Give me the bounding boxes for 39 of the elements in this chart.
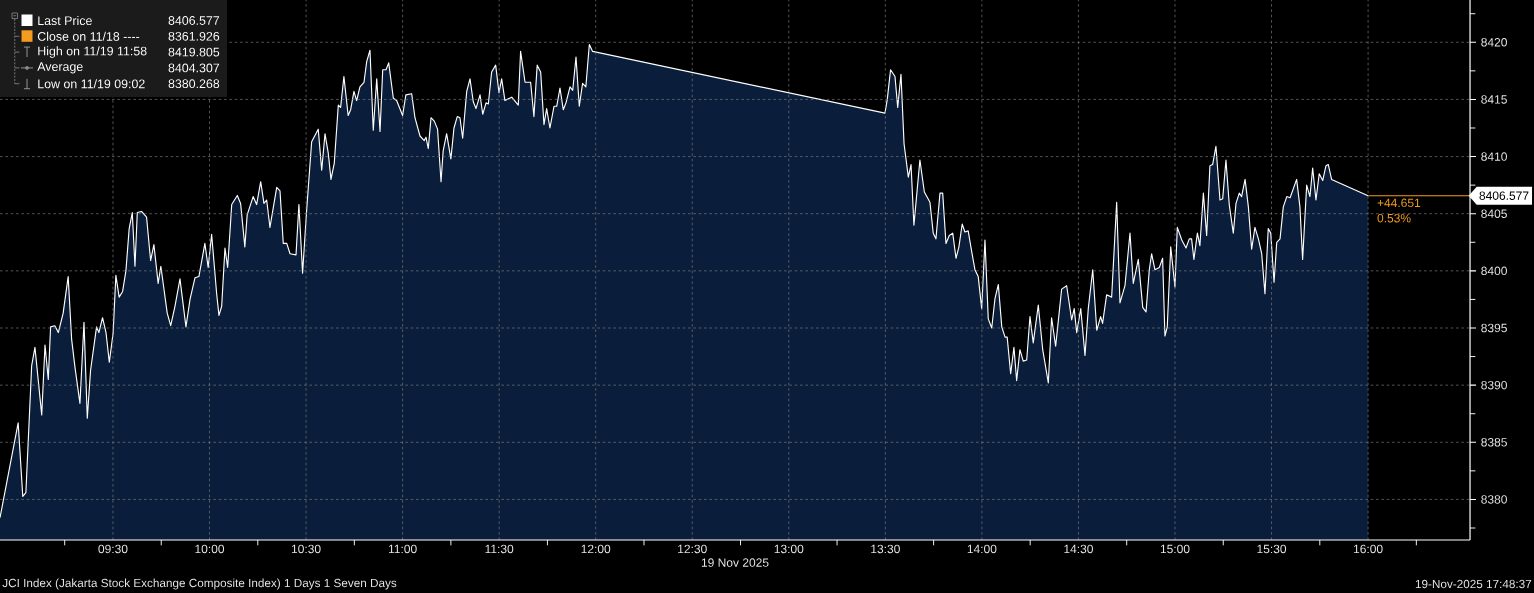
y-tick-label: 8415 (1481, 95, 1507, 104)
x-tick-label: 09:30 (98, 544, 128, 554)
y-tick-label: 8410 (1481, 152, 1507, 161)
y-tick-label: 8395 (1481, 323, 1507, 333)
annotation: 8361.926 (168, 31, 220, 41)
annotation: 8404.307 (168, 63, 220, 73)
y-tick-label: 8420 (1481, 38, 1507, 47)
x-tick-label: 15:00 (1160, 544, 1190, 554)
x-tick-label: 12:30 (678, 544, 707, 554)
y-tick-label: 8385 (1481, 438, 1507, 447)
x-tick-label: 13:00 (774, 544, 804, 554)
y-tick-label: 8405 (1481, 209, 1507, 218)
annotation: Average (37, 62, 83, 74)
ref-line-label: 8406.577 (1479, 191, 1529, 200)
annotation: 8419.805 (168, 47, 220, 57)
text: JCI Index (Jakarta Stock Exchange Composite Index) 1 Days 1 Seven Days (2, 578, 397, 590)
legend-label: Last Price (38, 15, 92, 26)
annotation: 8406.577 (168, 16, 220, 25)
annotation: High on 11/19 11:58 (38, 46, 147, 58)
x-tick-label: 14:30 (1064, 544, 1093, 554)
text: 19-Nov-2025 17:48:37 (1415, 579, 1532, 589)
y-tick-label: 8380 (1481, 495, 1507, 504)
y-tick-label: 8390 (1481, 380, 1507, 390)
annotation: 8380.268 (168, 79, 220, 89)
y-tick-label: 8400 (1481, 266, 1507, 276)
x-tick-label: 14:00 (967, 544, 997, 554)
x-tick-label: 15:30 (1257, 544, 1287, 554)
x-tick-label: 11:30 (485, 544, 514, 554)
x-tick-label: 13:30 (871, 544, 900, 554)
annotation: Close on 11/18 ---- (37, 31, 140, 41)
x-tick-label: 10:30 (291, 544, 321, 554)
annotation: Low on 11/19 09:02 (38, 79, 145, 89)
x-tick-label: 12:00 (581, 544, 611, 554)
x-tick-label: 10:00 (195, 544, 225, 554)
annotation: 0.53% (1377, 213, 1411, 223)
x-tick-label: 11:00 (388, 544, 417, 554)
x-axis-title: 19 Nov 2025 (701, 558, 769, 567)
annotation: +44.651 (1377, 198, 1421, 208)
x-tick-label: 16:00 (1353, 544, 1383, 554)
